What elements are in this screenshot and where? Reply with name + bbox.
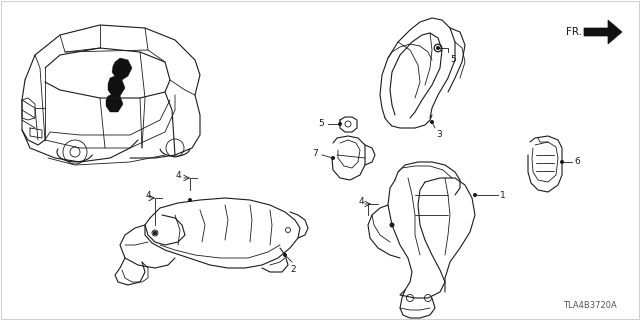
Circle shape bbox=[153, 231, 157, 235]
Polygon shape bbox=[108, 76, 125, 96]
Text: 4: 4 bbox=[358, 197, 364, 206]
Text: 4: 4 bbox=[145, 190, 151, 199]
Circle shape bbox=[339, 123, 342, 125]
Text: TLA4B3720A: TLA4B3720A bbox=[563, 301, 617, 310]
Text: FR.: FR. bbox=[566, 27, 582, 37]
Text: 5: 5 bbox=[318, 119, 324, 129]
Text: 2: 2 bbox=[290, 265, 296, 274]
Text: 3: 3 bbox=[436, 130, 442, 139]
Circle shape bbox=[431, 121, 433, 124]
Text: 1: 1 bbox=[500, 190, 506, 199]
Circle shape bbox=[284, 253, 287, 257]
Text: 5: 5 bbox=[450, 55, 456, 64]
Circle shape bbox=[189, 198, 191, 202]
Text: 7: 7 bbox=[312, 148, 318, 157]
Polygon shape bbox=[106, 94, 123, 112]
Circle shape bbox=[332, 156, 335, 159]
Circle shape bbox=[390, 223, 394, 227]
Circle shape bbox=[561, 161, 563, 164]
Circle shape bbox=[436, 46, 440, 50]
Polygon shape bbox=[112, 58, 132, 80]
Circle shape bbox=[474, 194, 477, 196]
Polygon shape bbox=[584, 20, 622, 44]
Text: 6: 6 bbox=[574, 157, 580, 166]
Text: 4: 4 bbox=[175, 171, 181, 180]
